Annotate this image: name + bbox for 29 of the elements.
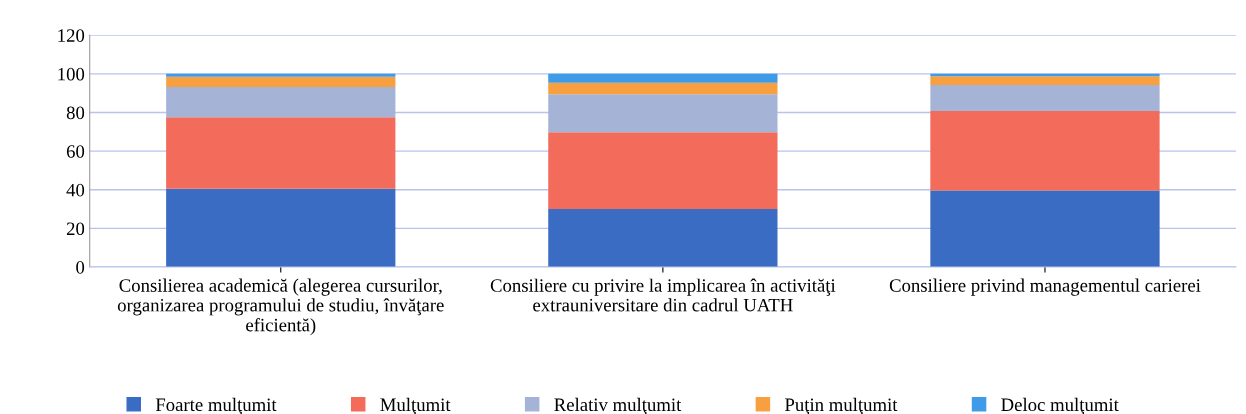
- bar: [930, 85, 1160, 112]
- bar: [166, 76, 396, 87]
- bar: [166, 73, 396, 77]
- x-tick-label: Consilierea academică (alegerea cursurilor, organizarea programului de studiu, învăţare eficientă): [117, 278, 444, 336]
- legend-label: Relativ mulţumit: [554, 397, 682, 414]
- bar: [930, 76, 1160, 86]
- y-tick-label: 80: [66, 106, 85, 120]
- bar: [548, 82, 778, 95]
- bar: [930, 190, 1160, 268]
- bar: [548, 73, 778, 83]
- y-tick-label: 40: [66, 183, 85, 197]
- bar: [548, 132, 778, 210]
- bar: [166, 86, 396, 118]
- y-tick-label: 0: [76, 261, 85, 274]
- x-tick-label: Consiliere privind managementul carierei: [889, 278, 1201, 296]
- y-tick-label: 100: [58, 67, 85, 81]
- bar: [166, 188, 396, 268]
- legend-label: Puţin mulţumit: [784, 397, 898, 414]
- bar: [548, 94, 778, 133]
- x-tick-label: Consiliere cu privire la implicarea în activităţi extrauniversitare din cadrul UATH: [490, 278, 836, 312]
- bar: [548, 209, 778, 268]
- y-tick-label: 60: [66, 145, 85, 158]
- legend-label: Deloc mulţumit: [1001, 397, 1119, 414]
- y-tick-label: 120: [58, 29, 85, 42]
- bar: [166, 117, 396, 189]
- y-tick-label: 20: [66, 222, 85, 236]
- legend-label: Mulţumit: [380, 397, 451, 414]
- bar: [930, 111, 1160, 191]
- legend-label: Foarte mulţumit: [155, 397, 277, 414]
